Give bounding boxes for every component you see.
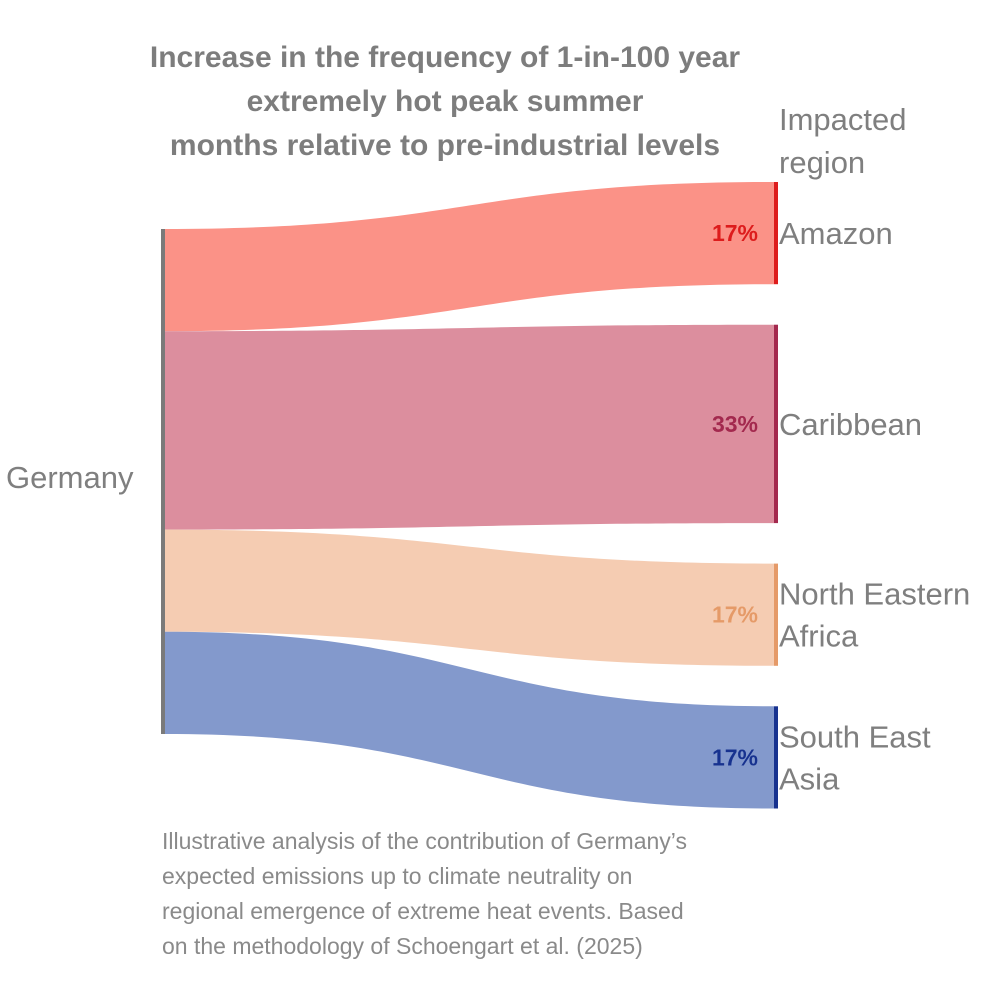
target-label: Africa — [779, 619, 859, 654]
percent-label: 17% — [712, 602, 758, 628]
target-label: Amazon — [779, 216, 893, 251]
target-node-bar — [774, 706, 778, 809]
flow-group — [164, 182, 774, 809]
targets-header-line: region — [779, 145, 865, 180]
target-label: South East — [779, 719, 931, 754]
target-node-bar — [774, 182, 778, 285]
source-node-bar — [161, 229, 165, 734]
title-line: extremely hot peak summer — [246, 85, 644, 118]
caption-line: on the methodology of Schoengart et al. … — [162, 933, 643, 959]
target-node-bar — [774, 563, 778, 666]
chart-title: Increase in the frequency of 1-in-100 ye… — [100, 36, 790, 168]
target-node-bars — [774, 182, 778, 809]
caption-line: Illustrative analysis of the contributio… — [162, 828, 687, 854]
target-label: Asia — [779, 761, 840, 796]
target-labels: Amazon Caribbean North Eastern Africa South … — [779, 216, 970, 796]
flow-band — [164, 182, 774, 332]
targets-header-line: Impacted — [779, 102, 907, 137]
target-node-bar — [774, 324, 778, 524]
caption: Illustrative analysis of the contributio… — [162, 824, 862, 964]
flow-band — [164, 324, 774, 530]
title-line: Increase in the frequency of 1-in-100 ye… — [149, 41, 741, 74]
percent-labels: 17% 33% 17% 17% — [712, 220, 758, 770]
target-label: North Eastern — [779, 577, 970, 612]
flow-band — [164, 631, 774, 809]
percent-label: 17% — [712, 220, 758, 246]
percent-label: 17% — [712, 744, 758, 770]
caption-line: expected emissions up to climate neutral… — [162, 863, 633, 889]
title-line: months relative to pre-industrial levels — [169, 129, 721, 162]
target-label: Caribbean — [779, 407, 922, 442]
flow-band — [164, 529, 774, 666]
caption-line: regional emergence of extreme heat event… — [162, 898, 684, 924]
source-label: Germany — [6, 460, 134, 495]
percent-label: 33% — [712, 411, 758, 437]
